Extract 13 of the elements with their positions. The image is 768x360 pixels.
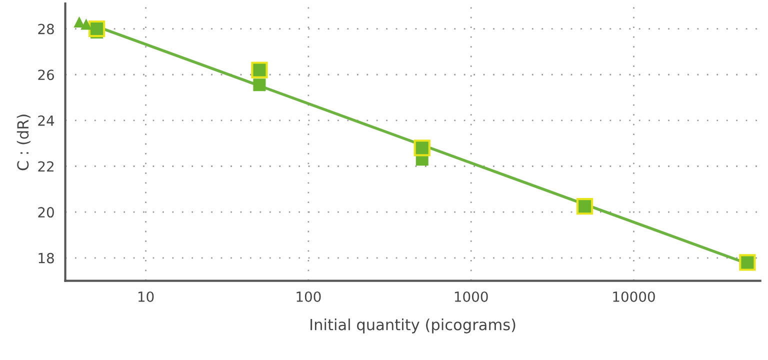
y-tick-label: 26 — [38, 70, 54, 80]
y-tick-label: 18 — [38, 252, 54, 264]
point — [253, 78, 266, 92]
x-tick-label: 1000 — [454, 291, 488, 302]
x-tick-label: 100 — [296, 291, 321, 302]
x-tick-label: 10 — [138, 291, 154, 302]
x-tick-label: 10000 — [613, 291, 655, 302]
y-axis-title: C : (dR) — [16, 114, 30, 170]
y-tick-label: 28 — [38, 24, 54, 34]
y-tick-label: 24 — [38, 115, 54, 126]
y-tick-label: 20 — [38, 207, 54, 218]
y-tick-label: 22 — [38, 161, 54, 172]
x-axis-title: Initial quantity (picograms) — [310, 318, 516, 334]
